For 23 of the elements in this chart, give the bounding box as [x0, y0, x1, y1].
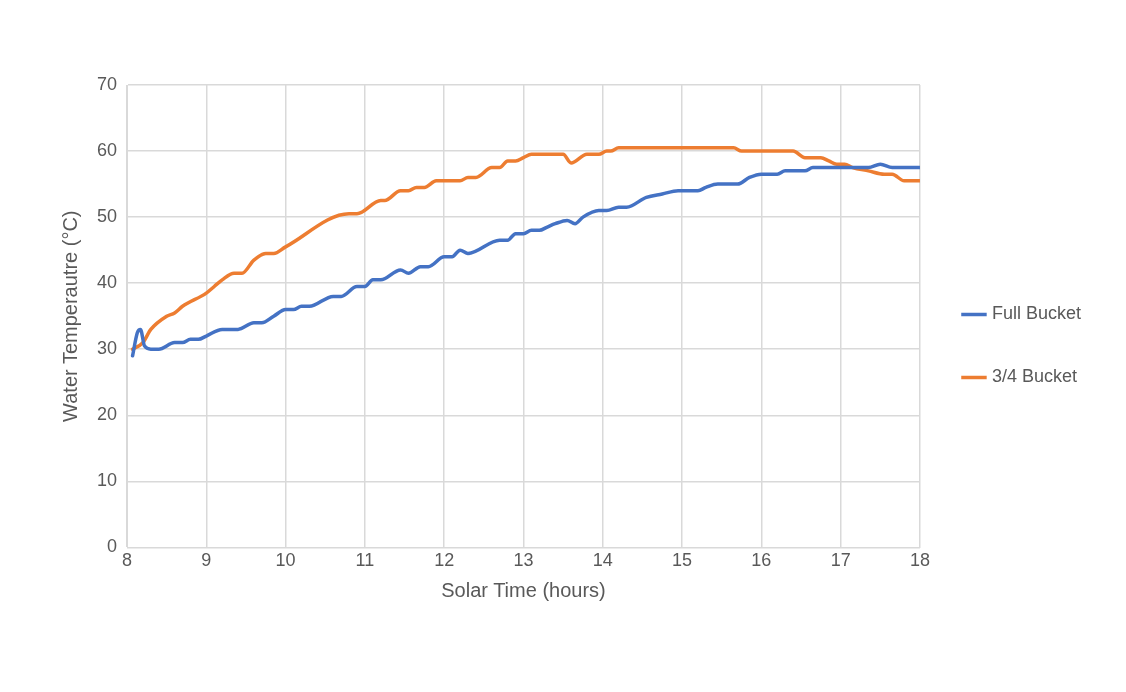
legend-label: Full Bucket [991, 303, 1082, 324]
y-tick-label: 60 [96, 140, 118, 161]
x-tick-label: 9 [201, 550, 212, 571]
x-tick-label: 18 [909, 550, 930, 571]
x-tick-label: 11 [355, 550, 375, 571]
y-tick-label: 70 [96, 73, 118, 94]
x-tick-label: 13 [513, 550, 534, 571]
y-tick-label: 0 [107, 536, 118, 557]
x-tick-label: 14 [592, 550, 613, 571]
y-tick-label: 40 [96, 272, 118, 293]
x-axis-title: Solar Time (hours) [441, 578, 606, 601]
x-tick-label: 10 [275, 550, 296, 571]
y-tick-label: 30 [96, 338, 118, 359]
y-tick-label: 50 [96, 206, 118, 227]
y-axis-title: Water Temperautre (°C) [58, 210, 81, 422]
x-tick-label: 16 [751, 550, 772, 571]
x-tick-label: 12 [434, 550, 455, 571]
y-tick-label: 10 [96, 470, 118, 491]
x-tick-label: 8 [122, 550, 133, 571]
x-tick-label: 15 [672, 550, 693, 571]
legend-label: 3/4 Bucket [991, 366, 1078, 387]
y-tick-label: 20 [96, 404, 118, 425]
x-tick-label: 17 [830, 550, 851, 571]
